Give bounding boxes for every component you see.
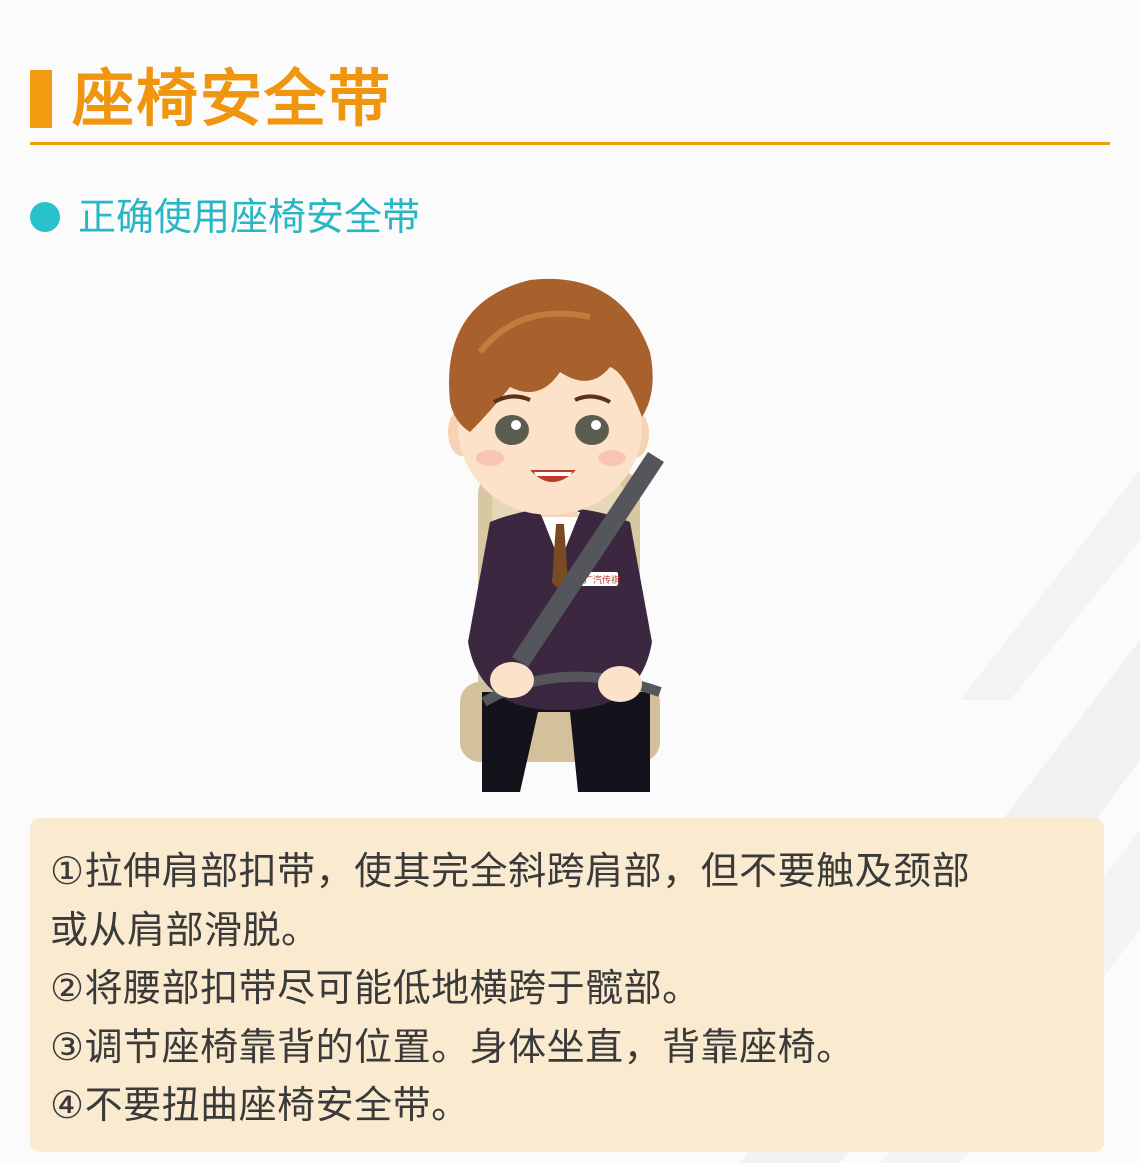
instruction-line: ④不要扭曲座椅安全带。: [50, 1083, 470, 1127]
head: [448, 278, 653, 515]
page-title: 座椅安全带: [72, 62, 393, 135]
instructions-list: ①拉伸肩部扣带，使其完全斜跨肩部，但不要触及颈部 或从肩部滑脱。 ②将腰部扣带尽…: [50, 842, 1084, 1135]
suit-badge-text: 广汽传祺: [584, 574, 620, 586]
instruction-line: 或从肩部滑脱。: [50, 907, 320, 952]
section-heading-text: 正确使用座椅安全带: [78, 195, 421, 239]
seatbelt-man-illustration: 广汽传祺: [448, 278, 664, 792]
bullet-dot-icon: [30, 202, 60, 232]
instructions-box: ①拉伸肩部扣带，使其完全斜跨肩部，但不要触及颈部 或从肩部滑脱。 ②将腰部扣带尽…: [30, 818, 1104, 1152]
instruction-line: ③调节座椅靠背的位置。身体坐直，背靠座椅。: [50, 1024, 855, 1069]
header-accent-bar: [30, 70, 52, 128]
trousers: [482, 692, 650, 792]
instruction-line: ②将腰部扣带尽可能低地横跨于髋部。: [50, 966, 701, 1010]
page-header: 座椅安全带: [30, 60, 1110, 145]
header-divider: [30, 142, 1110, 145]
instruction-line: ①拉伸肩部扣带，使其完全斜跨肩部，但不要触及颈部: [50, 849, 971, 893]
